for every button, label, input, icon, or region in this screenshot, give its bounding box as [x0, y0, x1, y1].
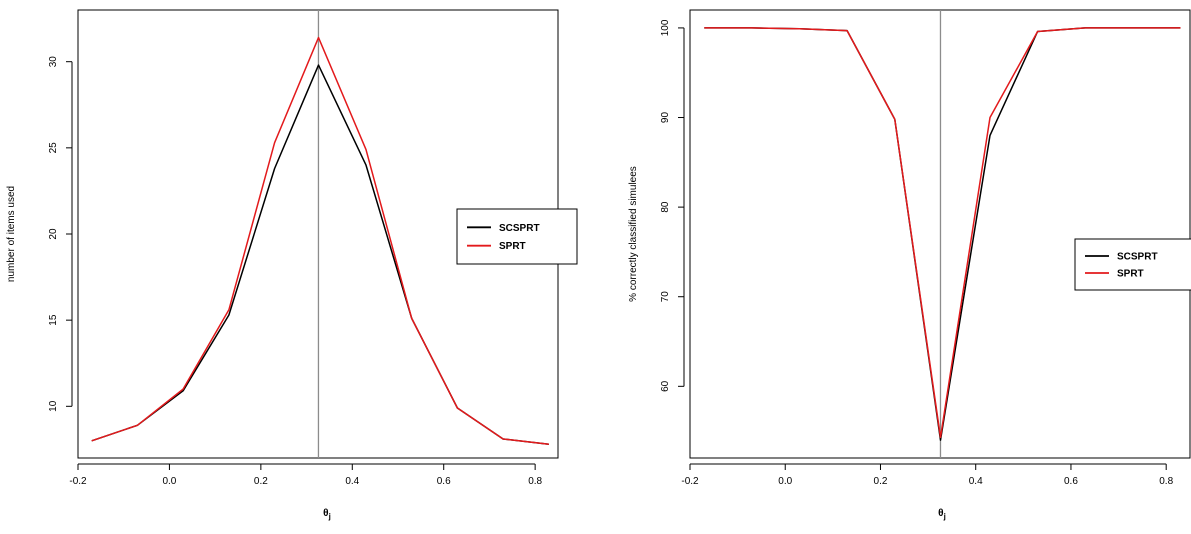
x-tick-label: 0.2	[874, 476, 888, 487]
legend-label: SCSPRT	[1117, 252, 1158, 263]
x-tick-label: 0.0	[778, 476, 792, 487]
x-axis-title: θj	[938, 508, 946, 521]
chart-panel-2: -0.2 0.0 0.2 0.4 0.6 0.8 60 70 80 90 100 SCSPRT SPRT…	[628, 9, 1191, 521]
x-tick-label: 0.8	[1159, 476, 1173, 487]
x-tick-label: -0.2	[69, 476, 87, 487]
series-line-sprt	[704, 27, 1181, 439]
legend-label: SPRT	[1117, 269, 1144, 280]
x-tick-label: 0.4	[969, 476, 983, 487]
y-tick-label: 15	[48, 314, 59, 326]
y-tick-label: 60	[660, 380, 671, 392]
y-tick-label: 90	[660, 112, 671, 124]
x-tick-label: 0.2	[254, 476, 268, 487]
legend-box	[1074, 238, 1191, 291]
legend-label: SCSPRT	[499, 223, 540, 234]
y-tick-label: 100	[660, 19, 671, 36]
x-tick-label: 0.0	[162, 476, 176, 487]
x-axis-title: θj	[323, 508, 331, 521]
y-tick-label: 25	[48, 142, 59, 154]
y-tick-label: 30	[48, 56, 59, 68]
legend-label: SPRT	[499, 241, 526, 252]
y-tick-label: 70	[660, 291, 671, 303]
x-tick-label: 0.8	[528, 476, 542, 487]
series-line-sprt	[91, 36, 549, 445]
x-tick-label: 0.6	[437, 476, 451, 487]
legend: SCSPRT SPRT	[1074, 238, 1191, 291]
y-tick-label: 80	[660, 201, 671, 213]
x-tick-label: 0.6	[1064, 476, 1078, 487]
y-axis-title: % correctly classified simulees	[628, 166, 639, 302]
legend: SCSPRT SPRT	[456, 208, 578, 265]
series-line-scsprt	[704, 27, 1181, 441]
y-axis-title: number of items used	[6, 186, 17, 282]
y-tick-label: 10	[48, 400, 59, 412]
x-tick-label: 0.4	[345, 476, 359, 487]
chart-panel-1: -0.2 0.0 0.2 0.4 0.6 0.8 10 15 20 25 30 SCSPRT SPRT n…	[6, 9, 578, 521]
x-tick-label: -0.2	[681, 476, 699, 487]
legend-box	[456, 208, 578, 265]
y-tick-label: 20	[48, 228, 59, 240]
